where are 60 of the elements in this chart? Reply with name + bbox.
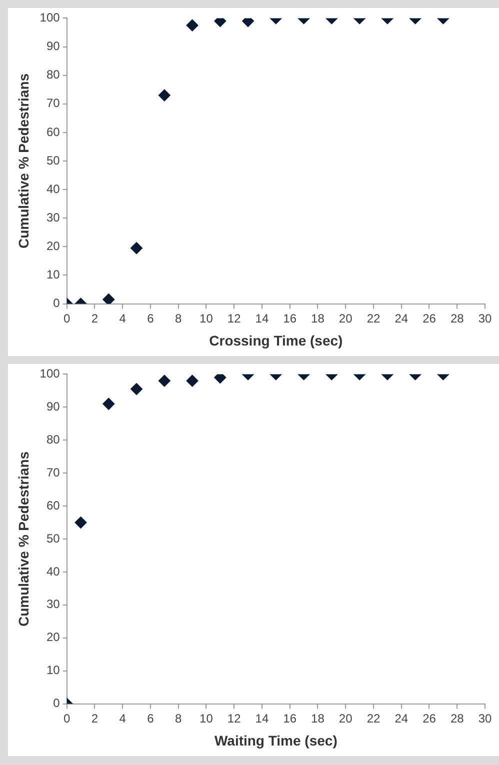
x-tick-label: 0	[63, 711, 70, 726]
y-tick-label: 40	[46, 182, 60, 196]
y-tick-label: 0	[53, 296, 60, 310]
x-tick-label: 24	[394, 711, 408, 726]
x-tick-label: 22	[366, 711, 380, 726]
x-tick-label: 30	[478, 311, 492, 326]
x-tick-label: 8	[174, 311, 182, 326]
y-tick-label: 30	[46, 210, 60, 224]
y-tick-label: 20	[46, 630, 60, 644]
x-tick-label: 22	[366, 311, 380, 326]
y-tick-label: 70	[46, 465, 60, 480]
x-tick-label: 20	[338, 711, 353, 726]
x-tick-label: 26	[422, 711, 436, 726]
y-tick-label: 20	[46, 238, 60, 253]
y-tick-label: 50	[46, 153, 60, 168]
x-tick-label: 2	[91, 311, 98, 326]
x-tick-label: 24	[394, 311, 408, 326]
x-tick-label: 10	[200, 711, 214, 726]
x-tick-label: 30	[478, 711, 492, 726]
x-tick-label: 0	[63, 311, 70, 326]
y-tick-label: 0	[53, 696, 60, 710]
x-tick-label: 28	[450, 711, 464, 726]
x-tick-label: 16	[283, 711, 297, 726]
x-tick-label: 2	[91, 711, 98, 726]
x-axis-title: Crossing Time (sec)	[209, 332, 343, 348]
x-tick-label: 16	[283, 311, 297, 326]
y-axis-title: Cumulative % Pedestrians	[15, 73, 32, 249]
x-tick-label: 18	[311, 311, 325, 326]
x-tick-label: 10	[200, 311, 214, 326]
x-tick-label: 28	[450, 311, 464, 326]
y-tick-label: 30	[46, 597, 60, 612]
y-tick-label: 40	[46, 564, 60, 578]
y-axis-title: Cumulative % Pedestrians	[15, 451, 32, 627]
y-tick-label: 10	[46, 663, 60, 678]
y-tick-label: 50	[46, 531, 60, 546]
y-tick-label: 80	[46, 68, 60, 82]
x-tick-label: 4	[119, 311, 126, 326]
y-tick-label: 60	[46, 498, 60, 512]
x-tick-label: 18	[311, 711, 325, 726]
x-axis-title: Waiting Time (sec)	[214, 732, 338, 748]
y-tick-label: 70	[46, 96, 60, 110]
y-tick-label: 90	[46, 399, 60, 414]
x-tick-label: 14	[255, 711, 269, 726]
x-tick-label: 26	[422, 311, 436, 326]
x-tick-label: 6	[147, 711, 154, 726]
y-tick-label: 100	[40, 10, 60, 25]
y-tick-label: 90	[46, 39, 60, 54]
x-tick-label: 12	[227, 311, 242, 326]
point	[158, 89, 170, 102]
x-tick-label: 12	[227, 711, 242, 726]
y-tick-label: 100	[40, 366, 60, 381]
y-tick-label: 60	[46, 124, 60, 139]
x-tick-label: 8	[174, 711, 182, 726]
x-tick-label: 6	[147, 311, 154, 326]
x-tick-label: 20	[338, 311, 353, 326]
y-tick-label: 10	[46, 268, 60, 282]
point	[74, 516, 87, 529]
x-tick-label: 4	[119, 711, 126, 726]
y-tick-label: 80	[46, 432, 60, 446]
x-tick-label: 14	[255, 311, 269, 326]
